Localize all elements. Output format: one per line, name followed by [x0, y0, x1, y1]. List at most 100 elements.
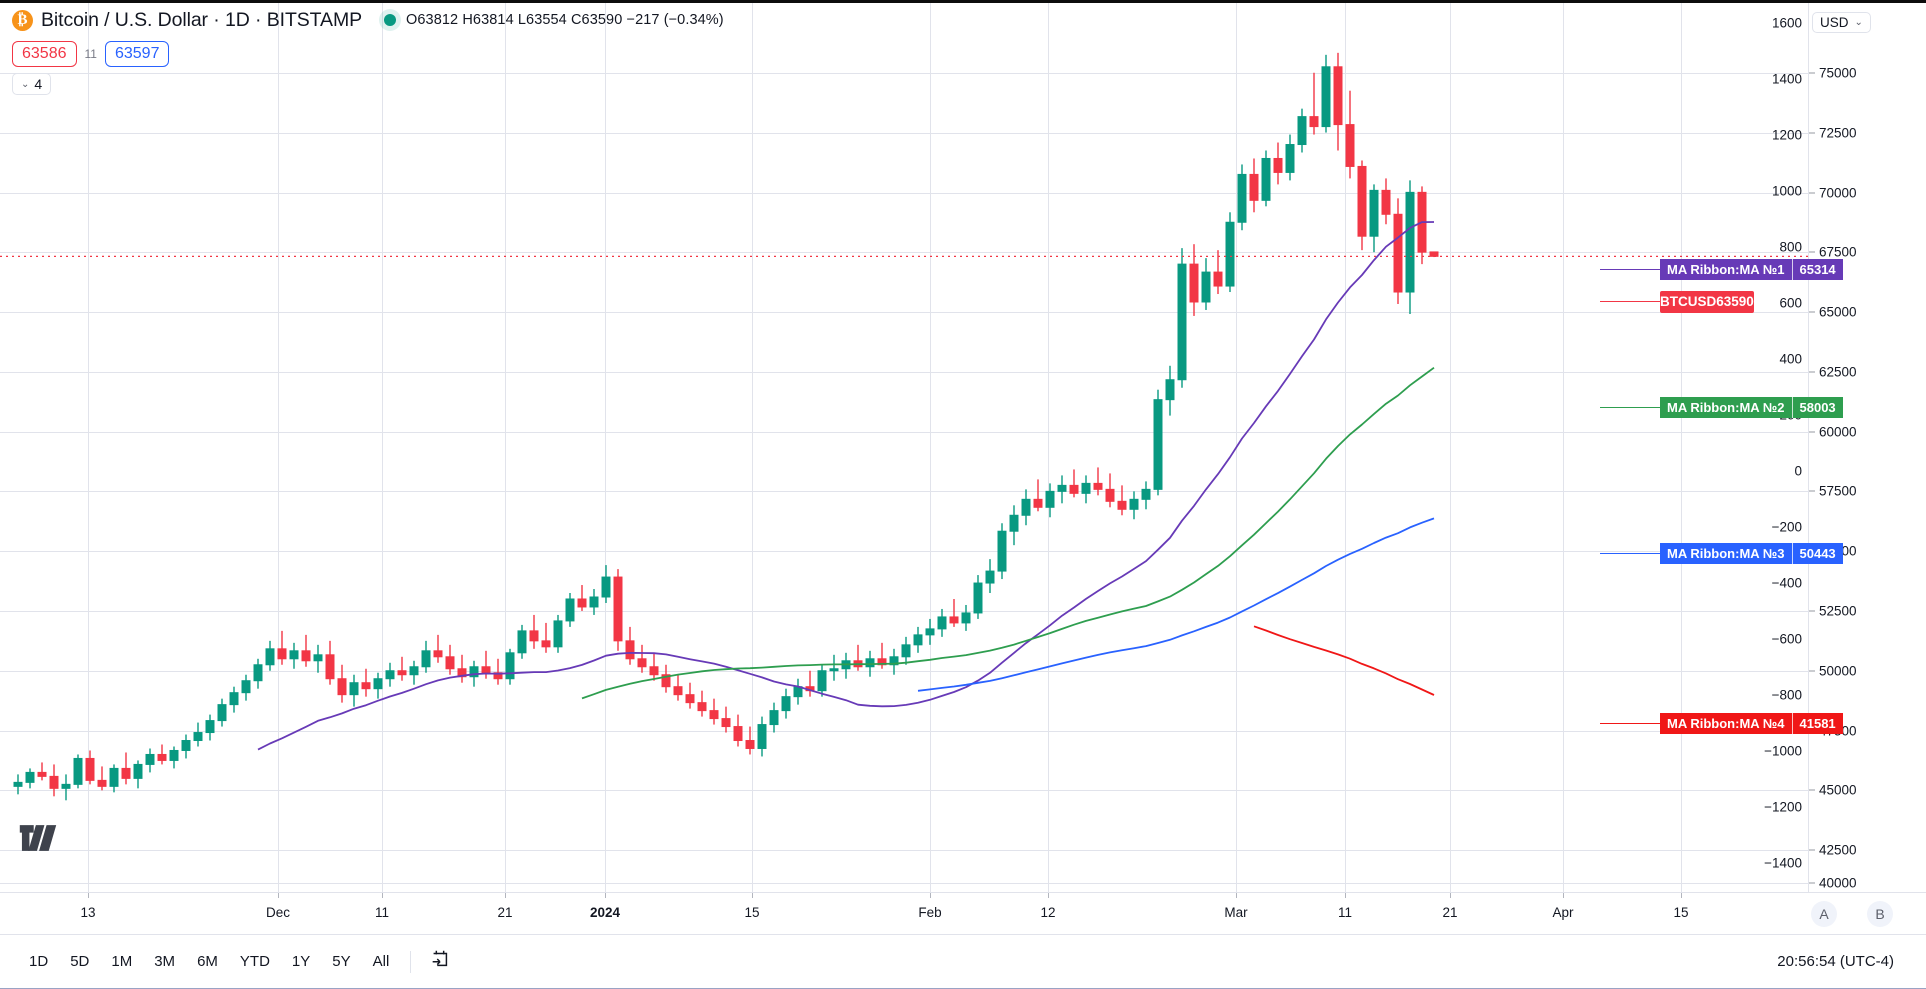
time-tick-mark: [278, 893, 279, 898]
time-tick-mark: [1048, 893, 1049, 898]
range-button-5y[interactable]: 5Y: [332, 953, 351, 970]
price-tick-mark: [1809, 882, 1815, 884]
calendar-range-icon[interactable]: [421, 944, 459, 979]
order-count-label: 4: [34, 76, 43, 92]
indicator-tag-name: BTCUSD: [1660, 294, 1717, 309]
grid-line-vertical: [505, 3, 506, 892]
bid-price[interactable]: 63586: [12, 41, 77, 67]
indicator-tag-name: MA Ribbon:MA №2: [1667, 400, 1785, 415]
price-tick-mark: [1809, 371, 1815, 373]
price-tick-label: 42500: [1819, 842, 1857, 858]
range-button-group: 1D 5D 1M 3M 6M YTD 1Y 5Y All: [18, 948, 400, 975]
grid-line-vertical: [88, 3, 89, 892]
grid-line-vertical: [1681, 3, 1682, 892]
time-tick-label: Dec: [265, 905, 291, 920]
price-tick-label: 60000: [1819, 424, 1857, 440]
time-scale[interactable]: 13 Dec 11 21 2024 15 Feb 12 Mar 11 21 Apr 15 A B: [0, 892, 1926, 934]
grid-line-vertical: [1048, 3, 1049, 892]
time-tick-label: Apr: [1552, 905, 1574, 920]
time-tick-label: 12: [1040, 905, 1056, 920]
grid-line-horizontal: [0, 491, 1808, 492]
grid-line-vertical: [382, 3, 383, 892]
range-button-1d[interactable]: 1D: [29, 953, 49, 970]
grid-line-vertical: [1563, 3, 1564, 892]
range-button-ytd[interactable]: YTD: [239, 953, 270, 970]
grid-line-horizontal: [0, 73, 1808, 74]
indicator-tag[interactable]: MA Ribbon:MA №2 58003: [1660, 397, 1843, 418]
price-tick-label: 67500: [1819, 244, 1857, 260]
spread-value: 11: [84, 47, 97, 61]
time-scale-button-b[interactable]: B: [1867, 901, 1893, 927]
time-tick-label: Feb: [918, 905, 942, 920]
price-tick-label: 52500: [1819, 603, 1857, 619]
price-tick-label: 75000: [1819, 65, 1857, 81]
indicator-tag[interactable]: MA Ribbon:MA №3 50443: [1660, 543, 1843, 564]
price-tick-mark: [1809, 251, 1815, 253]
grid-line-vertical: [752, 3, 753, 892]
price-tick-mark: [1809, 311, 1815, 313]
indicator-tag[interactable]: MA Ribbon:MA №1 65314: [1660, 259, 1843, 280]
price-tick-label: 65000: [1819, 304, 1857, 320]
chart-pane[interactable]: [0, 3, 1808, 892]
indicator-tag-name: MA Ribbon:MA №4: [1667, 716, 1785, 731]
tradingview-logo-icon: [19, 825, 57, 851]
time-tick-label: 2024: [589, 905, 621, 920]
time-tick-mark: [605, 893, 606, 898]
time-tick-mark: [382, 893, 383, 898]
time-tick-mark: [752, 893, 753, 898]
order-count-dropdown[interactable]: ⌄ 4: [12, 73, 52, 95]
grid-line-horizontal: [0, 551, 1808, 552]
range-button-1y[interactable]: 1Y: [291, 953, 311, 970]
price-tick-label: 40000: [1819, 875, 1857, 891]
range-button-all[interactable]: All: [372, 953, 390, 970]
time-tick-label: 15: [744, 905, 760, 920]
time-scale-button-a[interactable]: A: [1811, 901, 1837, 927]
grid-line-horizontal: [0, 671, 1808, 672]
clock-label: 20:56:54 (UTC-4): [1777, 953, 1894, 970]
grid-line-vertical: [930, 3, 931, 892]
grid-line-horizontal: [0, 432, 1808, 433]
currency-selector[interactable]: USD ⌄: [1812, 12, 1871, 33]
range-button-3m[interactable]: 3M: [154, 953, 176, 970]
ask-price[interactable]: 63597: [104, 41, 170, 67]
price-tick-mark: [1809, 789, 1815, 791]
grid-line-horizontal: [0, 193, 1808, 194]
time-tick-label: 13: [80, 905, 96, 920]
range-button-6m[interactable]: 6M: [197, 953, 218, 970]
range-toolbar: 1D 5D 1M 3M 6M YTD 1Y 5Y All 20:56:54 (UTC-4): [0, 934, 1926, 988]
time-tick-mark: [505, 893, 506, 898]
grid-line-vertical: [278, 3, 279, 892]
chart-grid: [0, 3, 1808, 892]
price-tick-mark: [1809, 849, 1815, 851]
chevron-down-icon: ⌄: [21, 78, 30, 90]
time-tick-mark: [88, 893, 89, 898]
grid-line-horizontal: [0, 252, 1808, 253]
toolbar-divider: [410, 950, 412, 973]
indicator-tag-value: 58003: [1791, 397, 1843, 418]
price-scale[interactable]: 75000 72500 70000 67500 65000 62500 60000 57500…: [1808, 3, 1926, 892]
indicator-tag-value: 63590: [1716, 294, 1754, 309]
indicator-connector-line: [1600, 723, 1660, 724]
grid-line-vertical: [1345, 3, 1346, 892]
currency-label: USD: [1820, 15, 1849, 30]
last-price-tag[interactable]: BTCUSD 63590: [1660, 291, 1754, 313]
time-tick-mark: [930, 893, 931, 898]
indicator-connector-line: [1600, 553, 1660, 554]
indicator-tag[interactable]: MA Ribbon:MA №4 41581: [1660, 713, 1843, 734]
bid-ask-group: 63586 11 63597: [12, 41, 170, 67]
price-tick-mark: [1809, 490, 1815, 492]
range-button-1m[interactable]: 1M: [111, 953, 133, 970]
range-button-5d[interactable]: 5D: [70, 953, 90, 970]
price-tick-label: 62500: [1819, 364, 1857, 380]
time-tick-label: 15: [1673, 905, 1689, 920]
price-tick-label: 57500: [1819, 483, 1857, 499]
indicator-connector-line: [1600, 269, 1660, 270]
price-tick-label: 70000: [1819, 185, 1857, 201]
grid-line-horizontal: [0, 850, 1808, 851]
time-tick-label: 11: [374, 905, 390, 920]
price-tick-mark: [1809, 610, 1815, 612]
indicator-tag-name: MA Ribbon:MA №3: [1667, 546, 1785, 561]
grid-line-horizontal: [0, 611, 1808, 612]
indicator-connector-line: [1600, 301, 1660, 302]
